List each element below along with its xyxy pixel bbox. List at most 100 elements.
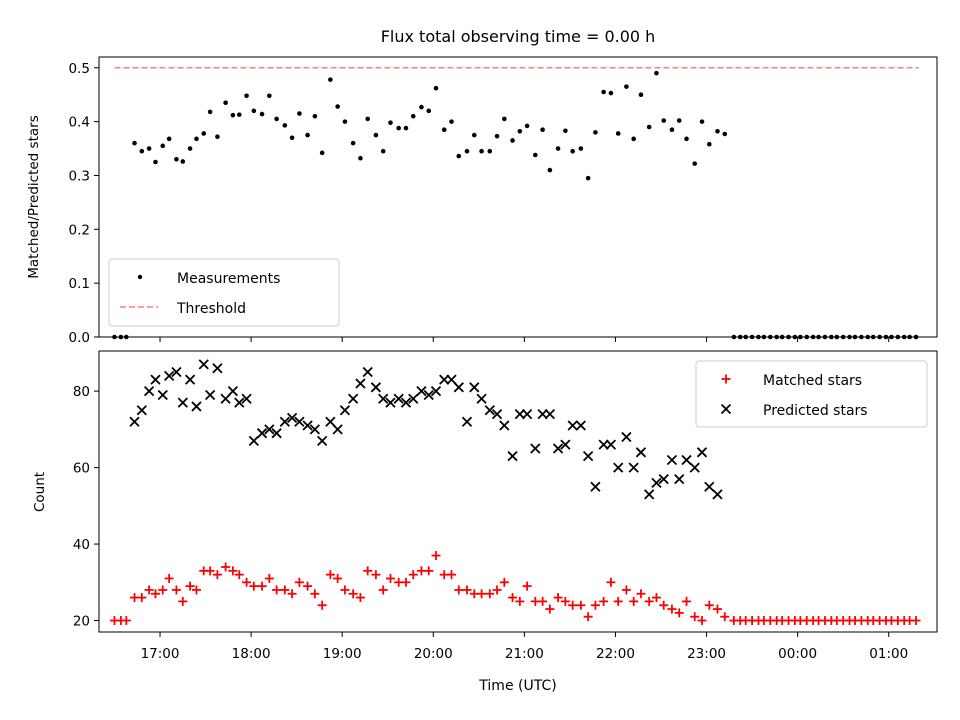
measurement-point: [146, 146, 152, 151]
matched-star-point: [144, 585, 154, 595]
measurement-point: [786, 334, 791, 340]
predicted-star-point: [279, 416, 290, 427]
matched-star-point: [137, 593, 147, 603]
measurement-point: [236, 112, 242, 117]
count-panel: 20 40 60 80 17:00 18:00 19:00 20:00 21:00 22:00 2…: [32, 350, 938, 694]
measurement-point: [731, 334, 737, 340]
matched-star-point: [378, 585, 388, 595]
matched-star-point: [613, 596, 623, 606]
measurement-point: [768, 334, 773, 340]
measurement-point: [223, 100, 228, 106]
matched-star-point: [560, 596, 570, 606]
matched-star-point: [333, 573, 343, 583]
chart-title: Flux total observing time = 0.00 h: [381, 27, 656, 46]
matched-star-point: [690, 612, 700, 622]
matched-star-point: [221, 562, 231, 572]
measurement-point: [319, 150, 325, 156]
predicted-star-point: [157, 389, 168, 401]
predicted-star-point: [355, 378, 366, 389]
matched-star-point: [590, 600, 600, 610]
predicted-star-point: [136, 405, 147, 416]
measurement-point: [829, 334, 834, 340]
measurement-point: [684, 136, 689, 142]
legend-cross-icon: [720, 403, 732, 415]
matched-star-point: [249, 581, 259, 591]
matched-star-point: [462, 585, 472, 595]
ratio-y-axis-label: Matched/Predicted stars: [26, 115, 42, 278]
matched-star-point: [447, 570, 457, 580]
matched-star-point: [303, 581, 313, 591]
measurement-point: [761, 334, 767, 340]
measurement-point: [859, 334, 864, 340]
x-tick-label: 17:00: [141, 646, 180, 662]
matched-star-point: [185, 581, 195, 591]
predicted-star-point: [198, 359, 209, 370]
measurement-point: [259, 111, 265, 117]
measurement-point: [895, 334, 901, 340]
measurement-point: [494, 133, 500, 139]
ratio-y-tick-label: 0.5: [69, 61, 90, 77]
predicted-star-point: [461, 416, 473, 427]
predicted-star-point: [271, 428, 282, 439]
x-tick-label: 18:00: [232, 646, 271, 662]
matched-star-point: [234, 570, 244, 580]
matched-star-point: [205, 566, 215, 576]
predicted-star-point: [552, 443, 564, 454]
predicted-star-point: [499, 420, 510, 431]
predicted-star-point: [712, 489, 723, 500]
measurement-point: [749, 334, 755, 340]
matched-star-point: [191, 585, 201, 595]
predicted-star-point: [256, 428, 268, 439]
matched-star-point: [576, 600, 586, 610]
matched-star-point: [228, 566, 238, 576]
measurement-point: [555, 146, 561, 151]
predicted-star-point: [530, 443, 541, 454]
measurement-point: [112, 334, 117, 340]
count-legend-box: [695, 360, 928, 428]
measurement-point: [792, 334, 798, 340]
matched-star-point: [171, 585, 181, 595]
predicted-star-point: [347, 393, 359, 404]
matched-star-point: [401, 577, 411, 587]
measurement-point: [396, 125, 401, 131]
legend-predicted-marker: [720, 403, 732, 415]
predicted-star-point: [164, 370, 175, 381]
predicted-star-point: [177, 397, 188, 408]
ratio-y-ticks: 0.0 0.1 0.2 0.3 0.4 0.5: [69, 61, 99, 346]
measurement-point: [774, 334, 779, 340]
matched-star-point: [553, 593, 563, 603]
measurement-point: [852, 334, 858, 340]
predicted-star-point: [598, 439, 609, 450]
measurement-point: [756, 334, 761, 340]
predicted-star-point: [129, 416, 140, 427]
measurement-point: [798, 334, 803, 340]
predicted-star-point: [439, 374, 450, 385]
measurement-point: [194, 136, 199, 142]
matched-star-point: [621, 585, 631, 595]
measurement-point: [358, 155, 363, 161]
measurement-point: [743, 334, 749, 340]
measurement-point: [877, 334, 882, 340]
measurement-point: [699, 119, 705, 124]
matched-star-points: [109, 551, 921, 626]
measurement-point: [593, 130, 598, 135]
matched-star-point: [911, 616, 921, 626]
matched-star-point: [431, 551, 441, 561]
measurement-point: [510, 138, 515, 143]
measurement-point: [692, 161, 698, 166]
measurement-point: [419, 104, 424, 110]
measurement-point: [180, 159, 186, 164]
measurement-point: [646, 124, 652, 130]
x-axis-label: Time (UTC): [478, 678, 556, 694]
predicted-star-point: [560, 439, 571, 450]
measurement-point: [251, 108, 257, 114]
ratio-y-tick-label: 0.0: [69, 330, 90, 346]
measurement-point: [487, 148, 493, 154]
x-tick-label: 01:00: [869, 646, 908, 662]
measurement-point: [608, 90, 614, 96]
measurement-point: [722, 131, 728, 137]
measurement-point: [244, 93, 249, 99]
matched-star-point: [424, 566, 434, 576]
x-tick-label: 23:00: [687, 646, 726, 662]
measurement-point: [350, 140, 356, 146]
